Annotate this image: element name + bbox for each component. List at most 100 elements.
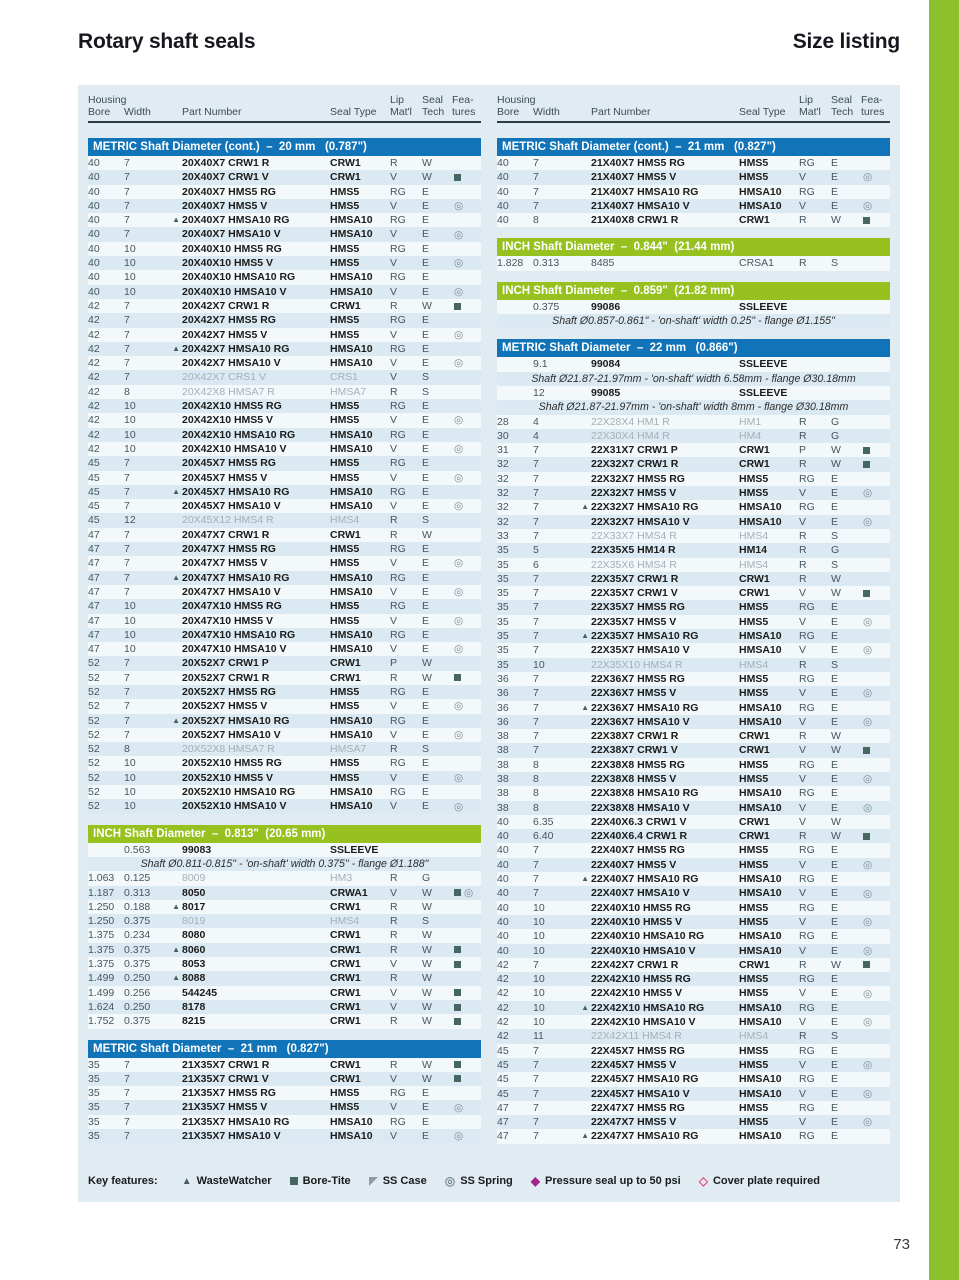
seal-type-cell: HMSA10 — [739, 787, 782, 800]
seal-type-cell: CRW1 — [330, 1058, 361, 1071]
seal-type-cell: CRW1 — [330, 1015, 361, 1028]
width-cell: 4 — [533, 429, 539, 442]
ss-spring-icon: ◎ — [863, 1087, 873, 1100]
seal-type-cell: CRW1 — [330, 299, 361, 312]
part-number-cell: 20X42X7 CRW1 R — [182, 299, 270, 312]
seal-type-cell: HMSA10 — [739, 930, 782, 943]
features-cell: ◎ — [861, 888, 890, 899]
housing-bore-cell: 35 — [88, 1115, 100, 1128]
part-number-cell: 8088 — [182, 972, 206, 985]
table-row: 1.250 0.375 8019 HMS4 R S — [88, 914, 481, 929]
seal-tech-cell: S — [831, 529, 839, 542]
lip-material-cell: V — [799, 199, 807, 212]
ss-spring-icon: ◎ — [863, 515, 873, 528]
seal-tech-cell: W — [422, 986, 432, 999]
bore-tite-icon — [454, 889, 461, 897]
seal-type-cell: SSLEEVE — [739, 300, 788, 313]
housing-bore-cell: 32 — [497, 458, 509, 471]
housing-bore-cell: 36 — [497, 672, 509, 685]
seal-type-cell: HMS4 — [739, 529, 769, 542]
part-number-cell: 22X40X10 HMS5 V — [591, 915, 683, 928]
seal-type-cell: HMSA10 — [330, 342, 373, 355]
lip-material-cell: R — [390, 900, 398, 913]
width-cell: 10 — [124, 771, 136, 784]
table-row: 38 8 22X38X8 HMSA10 RG HMSA10 RG E — [497, 786, 890, 801]
lip-material-cell: RG — [799, 472, 815, 485]
shaft-note-row: Shaft Ø0.857-0.861" - 'on-shaft' width 0… — [497, 314, 890, 329]
lip-material-cell: RG — [799, 185, 815, 198]
housing-bore-cell: 52 — [88, 714, 100, 727]
part-number-cell: 20X47X10 HMSA10 V — [182, 643, 287, 656]
table-row: 1.752 0.375 8215 CRW1 R W — [88, 1014, 481, 1029]
table-row: 28 4 22X28X4 HM1 R HM1 R G — [497, 414, 890, 429]
part-number-cell: 21X40X7 HMS5 RG — [591, 157, 685, 169]
table-row: 1.828 0.313 8485 CRSA1 R S — [497, 256, 890, 271]
part-number-cell: 22X40X10 HMS5 RG — [591, 901, 691, 914]
housing-bore-cell: 47 — [88, 543, 100, 556]
housing-bore-cell: 32 — [497, 515, 509, 528]
cover-plate-icon: ◇ — [698, 1174, 708, 1188]
features-cell: ◎ — [452, 644, 481, 655]
width-cell: 12 — [533, 386, 545, 399]
table-row: 47 7 20X47X7 HMSA10 V HMSA10 V E ◎ — [88, 584, 481, 600]
seal-type-cell: HMS5 — [739, 772, 769, 785]
width-cell: 8 — [533, 214, 539, 227]
table-row: 35 7 22X35X7 HMS5 V HMS5 V E ◎ — [497, 614, 890, 630]
lip-material-cell: V — [390, 886, 398, 899]
seal-tech-cell: E — [422, 628, 430, 641]
seal-type-cell: HMSA10 — [739, 1001, 782, 1014]
seal-tech-cell: W — [831, 214, 841, 227]
part-number-cell: 22X45X7 HMS5 V — [591, 1058, 677, 1071]
table-row: 40 10 20X40X10 HMS5 V HMS5 V E ◎ — [88, 256, 481, 271]
lip-material-cell: V — [799, 915, 807, 928]
wastewatcher-icon: ▲ — [581, 502, 589, 512]
seal-type-cell: CRW1 — [330, 528, 361, 541]
seal-type-cell: HM1 — [739, 415, 762, 428]
lip-material-cell: RG — [799, 758, 815, 771]
wastewatcher-icon: ▲ — [172, 901, 180, 911]
seal-tech-cell: E — [831, 472, 839, 485]
ss-spring-icon: ◎ — [863, 1059, 873, 1072]
lip-material-cell: RG — [799, 1073, 815, 1086]
housing-bore-cell: 40 — [88, 228, 100, 241]
lip-material-cell: V — [799, 487, 807, 500]
table-row: 40 10 22X40X10 HMSA10 V HMSA10 V E ◎ — [497, 943, 890, 958]
housing-bore-cell: 45 — [88, 500, 100, 513]
lip-material-cell: V — [390, 1130, 398, 1142]
wastewatcher-icon: ▲ — [581, 1131, 589, 1141]
housing-bore-cell: 40 — [497, 844, 509, 857]
part-number-cell: 20X40X10 HMS5 RG — [182, 242, 282, 255]
table-row: 45 7 20X45X7 HMS5 V HMS5 V E ◎ — [88, 470, 481, 485]
table-row: 40 7 21X40X7 HMSA10 RG HMSA10 RG E — [497, 184, 890, 199]
part-number-cell: 22X32X7 HMS5 RG — [591, 472, 685, 485]
seal-type-cell: HMSA10 — [330, 571, 373, 584]
seal-type-cell: HMS5 — [330, 685, 360, 698]
table-section: INCH Shaft Diameter – 0.844" (21.44 mm) 1… — [497, 238, 890, 271]
seal-type-cell: HMSA10 — [330, 714, 373, 727]
part-number-cell: 22X32X7 HMSA10 V — [591, 515, 690, 528]
table-row: 45 7 22X45X7 HMSA10 V HMSA10 V E ◎ — [497, 1086, 890, 1101]
width-cell: 7 — [124, 700, 130, 713]
seal-type-cell: CRW1 — [739, 214, 770, 227]
seal-tech-cell: W — [422, 299, 432, 312]
table-row: 45 12 20X45X12 HMS4 R HMS4 R S — [88, 513, 481, 528]
housing-bore-cell: 42 — [497, 1001, 509, 1014]
legend-item-pressure-seal-up-to-50-psi: ◆ Pressure seal up to 50 psi — [531, 1174, 681, 1188]
seal-type-cell: HMS5 — [330, 700, 360, 713]
seal-type-cell: HMSA10 — [739, 185, 782, 198]
table-row: 47 7 22X47X7 HMS5 RG HMS5 RG E — [497, 1100, 890, 1116]
housing-bore-cell: 38 — [497, 758, 509, 771]
table-row: 40 7 21X40X7 HMS5 V HMS5 V E ◎ — [497, 170, 890, 185]
width-cell: 7 — [533, 744, 539, 757]
width-cell: 7 — [533, 715, 539, 728]
seal-tech-cell: E — [831, 185, 839, 198]
housing-bore-cell: 40 — [497, 171, 509, 184]
housing-bore-cell: 47 — [88, 614, 100, 627]
seal-tech-cell: E — [422, 543, 430, 556]
table-row: 45 7 22X45X7 HMS5 RG HMS5 RG E — [497, 1043, 890, 1058]
seal-type-cell: SSLEEVE — [330, 843, 379, 856]
width-cell: 0.188 — [124, 900, 151, 913]
lip-material-cell: R — [390, 1058, 398, 1071]
table-row: 42 10 20X42X10 HMSA10 V HMSA10 V E ◎ — [88, 441, 481, 457]
lip-material-cell: R — [799, 214, 807, 227]
